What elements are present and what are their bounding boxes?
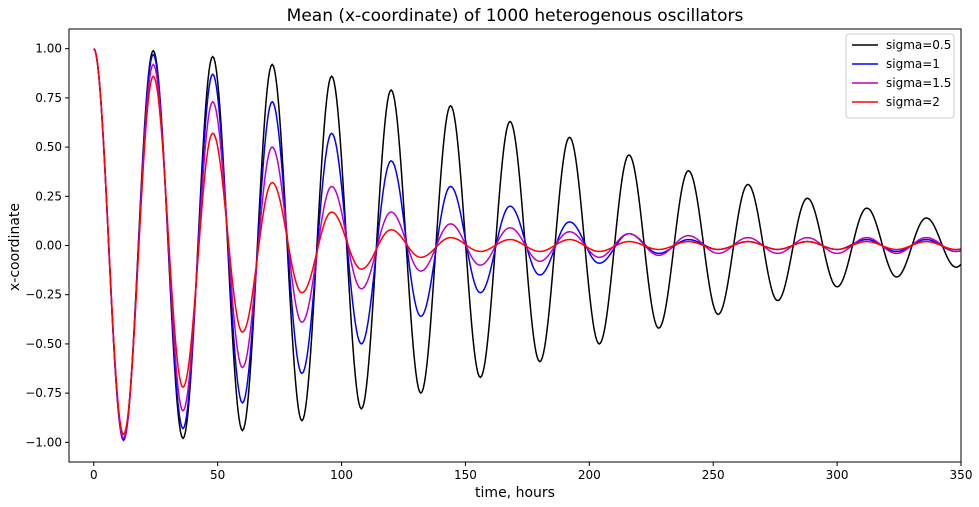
legend-label: sigma=2 [886, 95, 940, 109]
x-axis-label: time, hours [475, 485, 555, 501]
legend: sigma=0.5 sigma=1 sigma=1.5 sigma=2 [845, 33, 955, 119]
series-line-sigma-0-5 [93, 48, 961, 440]
x-tick-label: 200 [578, 468, 601, 482]
x-tick-label: 150 [454, 468, 477, 482]
series-line-sigma-1-5 [93, 48, 961, 440]
y-tick-label: 0.75 [35, 91, 62, 105]
x-tick-label: 100 [330, 468, 353, 482]
legend-label: sigma=1 [886, 57, 940, 71]
y-tick-label: 1.00 [35, 42, 62, 56]
plot-frame [68, 28, 962, 463]
series-line-sigma-2 [93, 48, 961, 436]
y-tick-label: 0.00 [35, 239, 62, 253]
legend-label: sigma=1.5 [886, 76, 951, 90]
y-tick-label: −0.50 [25, 337, 62, 351]
series-line-sigma-1 [93, 48, 961, 442]
plot-area [93, 48, 961, 442]
x-tick-label: 300 [826, 468, 849, 482]
legend-label: sigma=0.5 [886, 38, 951, 52]
x-tick-label: 50 [210, 468, 225, 482]
y-axis-label: x-coordinate [7, 203, 23, 291]
chart-title: Mean (x-coordinate) of 1000 heterogenous… [287, 6, 744, 26]
x-tick-label: 350 [950, 468, 973, 482]
x-tick-label: 250 [702, 468, 725, 482]
y-tick-label: −1.00 [25, 435, 62, 449]
y-tick-label: −0.25 [25, 288, 62, 302]
y-tick-label: 0.50 [35, 140, 62, 154]
x-tick-label: 0 [90, 468, 98, 482]
y-tick-label: −0.75 [25, 386, 62, 400]
y-tick-label: 0.25 [35, 189, 62, 203]
legend-box [845, 33, 955, 119]
axes: 0 50 100 150 200 250 300 350 1.00 0.75 0.50 0.25 0.0… [25, 28, 973, 482]
